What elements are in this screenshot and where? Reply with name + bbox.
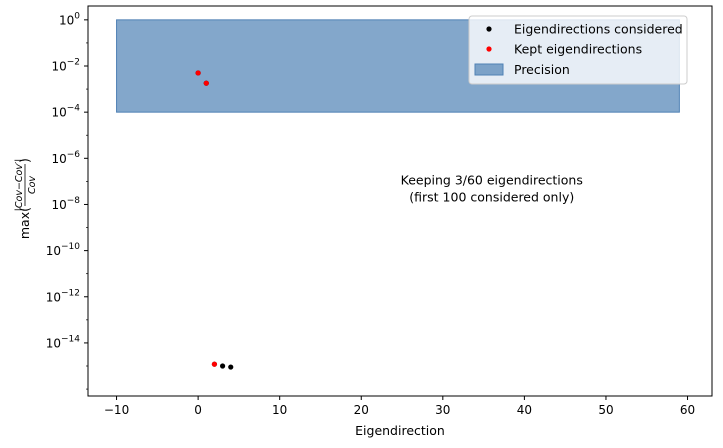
y-tick-label: 10−2 <box>51 58 80 74</box>
x-tick-label: 40 <box>517 403 532 417</box>
x-axis-ticks: −10 0 10 20 30 40 50 60 <box>104 396 695 417</box>
annotation-line-2: (first 100 considered only) <box>409 189 574 204</box>
legend-label-considered: Eigendirections considered <box>514 22 683 37</box>
y-tick-label: 10−4 <box>51 104 80 120</box>
y-tick-label: 10−14 <box>46 334 81 350</box>
x-tick-label: 60 <box>680 403 695 417</box>
y-tick-label: 100 <box>59 11 80 27</box>
legend: Eigendirections considered Kept eigendir… <box>468 15 688 85</box>
y-tick-label: 10−8 <box>51 196 80 212</box>
x-tick-label: 50 <box>598 403 613 417</box>
legend-box <box>468 15 688 85</box>
legend-marker-kept <box>486 46 492 52</box>
x-tick-label: 30 <box>435 403 450 417</box>
data-point-considered-3 <box>219 363 226 369</box>
data-point-kept-2 <box>211 361 218 367</box>
x-tick-label: −10 <box>104 403 129 417</box>
x-tick-label: 10 <box>272 403 287 417</box>
y-axis-label-numerator: |Cov−Cov′| <box>14 159 25 212</box>
data-point-kept-0 <box>195 70 201 76</box>
y-tick-label: 10−6 <box>51 150 80 166</box>
legend-swatch-precision <box>474 63 504 76</box>
y-tick-label: 10−10 <box>46 242 81 258</box>
y-tick-label: 10−12 <box>46 288 80 304</box>
axes-frame <box>87 5 713 397</box>
data-point-considered-4 <box>228 364 234 370</box>
x-axis-label: Eigendirection <box>355 423 445 438</box>
legend-marker-considered <box>486 26 492 32</box>
y-axis-label: max( |Cov−Cov′| Cov ) <box>14 158 38 239</box>
data-point-kept-1 <box>203 80 209 86</box>
x-tick-label: 20 <box>354 403 369 417</box>
legend-label-kept: Kept eigendirections <box>514 42 642 57</box>
x-tick-label: 0 <box>194 403 202 417</box>
annotation-line-1: Keeping 3/60 eigendirections <box>401 172 583 187</box>
y-axis-label-denominator: Cov <box>27 176 38 194</box>
y-axis-label-prefix: max( <box>17 207 32 239</box>
legend-label-precision: Precision <box>514 62 570 77</box>
y-axis-label-suffix: ) <box>17 158 32 163</box>
chart-annotation: Keeping 3/60 eigendirections (first 100 … <box>401 172 583 204</box>
y-axis-ticks: 100 10−2 10−4 10−6 10−8 10−10 10−12 10−14 <box>46 11 88 390</box>
